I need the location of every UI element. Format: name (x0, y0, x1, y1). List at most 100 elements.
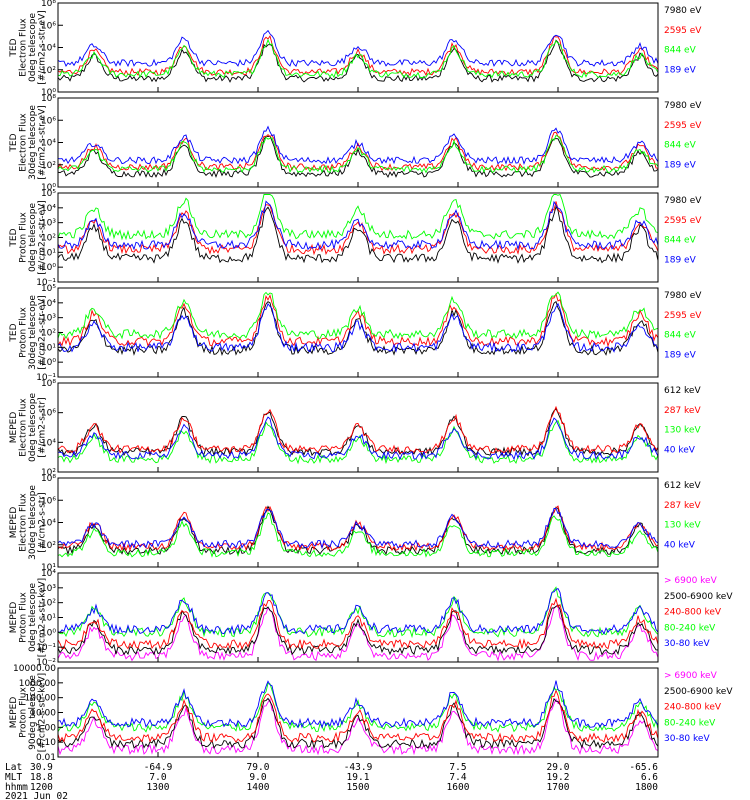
series-line-6-3 (57, 512, 659, 558)
y-tick-label: 10² (41, 66, 56, 76)
x-tick-time: 1600 (447, 782, 470, 793)
series-line-5-4 (57, 416, 659, 461)
y-tick-label: 10² (41, 329, 56, 339)
y-axis-label: MEPEDProton Flux0deg telescope[#/cm2-s-s… (9, 578, 48, 657)
legend-entry: 7980 eV (664, 291, 702, 301)
legend-entry: 2595 eV (664, 311, 702, 321)
series-line-5-1 (57, 408, 659, 457)
y-tick-label: 10⁶ (41, 496, 56, 506)
panel-frame (57, 287, 659, 378)
x-tick-lat: 30.9 (30, 762, 53, 773)
y-tick-label: 10⁴ (41, 204, 56, 214)
legend-entry: 287 keV (664, 406, 701, 416)
y-tick-label: 10³ (41, 219, 56, 229)
y-tick-label: 10⁴ (41, 438, 56, 448)
y-axis-label: TEDElectron Flux0deg telescope[#/cm2-s-s… (9, 10, 48, 85)
legend-entry: 80-240 keV (664, 623, 716, 633)
series-line-2-4 (57, 125, 659, 165)
y-tick-label: 0.01 (36, 753, 56, 763)
y-tick-label: 1.00 (36, 723, 56, 733)
series-line-8-2 (57, 697, 659, 750)
legend-entry: 30-80 keV (664, 639, 710, 649)
legend-entry: 40 keV (664, 445, 696, 455)
x-tick-time: 1200 (30, 782, 53, 793)
x-row-label: MLT (5, 772, 22, 783)
y-axis-label: MEPEDProton Flux90deg telescope[#/cm2-s-… (9, 673, 48, 752)
y-tick-label: 10⁶ (41, 116, 56, 126)
series-line-3-3 (57, 193, 659, 241)
series-line-2-3 (57, 134, 659, 174)
legend-entry: 7980 eV (664, 101, 702, 111)
y-tick-label: 10² (41, 161, 56, 171)
legend-entry: 2500-6900 keV (664, 687, 733, 697)
legend-entry: 844 eV (664, 46, 697, 56)
y-axis-label: TEDProton Flux0deg telescope[#/cm2-s-str… (9, 200, 48, 275)
legend-entry: > 6900 keV (664, 671, 718, 681)
x-row-label: Lat (5, 762, 22, 773)
legend-entry: 40 keV (664, 540, 696, 550)
series-line-3-4 (57, 200, 659, 251)
y-tick-label: 10⁸ (41, 94, 56, 104)
y-tick-label: 10⁴ (41, 569, 56, 579)
x-tick-mlt: 18.8 (30, 772, 53, 783)
y-tick-label: 10³ (41, 584, 56, 594)
y-tick-label: 10⁻¹ (36, 373, 56, 383)
y-tick-label: 10⁴ (41, 519, 56, 529)
x-tick-time: 1700 (547, 782, 570, 793)
y-tick-label: 10⁻¹ (36, 643, 56, 653)
series-line-6-1 (57, 505, 659, 556)
series-line-1-1 (57, 39, 659, 83)
x-tick-time: 1400 (247, 782, 270, 793)
y-tick-label: 10¹ (41, 343, 56, 353)
x-tick-time: 1300 (147, 782, 170, 793)
panel-5: 10² 10⁴ 10⁶ 10⁸ MEPEDElectron Flux0deg teles… (9, 379, 701, 478)
series-line-3-1 (57, 205, 659, 264)
series-line-5-2 (57, 405, 659, 454)
series-line-7-3 (57, 597, 659, 650)
y-tick-label: 10⁴ (41, 139, 56, 149)
y-tick-label: 10⁸ (41, 379, 56, 389)
legend-entry: 189 eV (664, 65, 697, 75)
legend-entry: 80-240 keV (664, 718, 716, 728)
series-line-7-4 (57, 586, 659, 639)
series-line-5-3 (57, 419, 659, 465)
x-tick-mlt: 19.2 (547, 772, 570, 783)
series-line-8-3 (57, 689, 659, 744)
series-line-4-3 (57, 291, 659, 340)
x-tick-mlt: 19.1 (347, 772, 370, 783)
x-tick-lat: -64.9 (144, 762, 173, 773)
y-tick-label: 10⁸ (41, 0, 56, 9)
series-line-7-5 (57, 588, 659, 636)
series-line-6-4 (57, 507, 659, 550)
y-tick-label: 10¹ (41, 614, 56, 624)
legend-entry: 2595 eV (664, 216, 702, 226)
x-row-label: hhmm (5, 782, 28, 793)
series-line-1-3 (57, 38, 659, 79)
y-tick-label: 10.00 (30, 709, 56, 719)
legend-entry: 130 keV (664, 426, 701, 436)
date-label: 2021 Jun 02 (5, 791, 68, 800)
y-tick-label: 0.10 (36, 738, 56, 748)
legend-entry: 2500-6900 keV (664, 592, 733, 602)
panel-8: 0.01 0.10 1.00 10.00 100.00 1000.00 10000.00ME… (9, 664, 733, 763)
x-tick-lat: 29.0 (547, 762, 570, 773)
y-tick-label: 10⁵ (41, 284, 56, 294)
legend-entry: 189 eV (664, 255, 697, 265)
legend-entry: 240-800 keV (664, 608, 722, 618)
legend-entry: 287 keV (664, 501, 701, 511)
x-tick-time: 1800 (635, 782, 658, 793)
legend-entry: 612 keV (664, 481, 701, 491)
x-tick-mlt: 6.6 (641, 772, 658, 783)
y-tick-label: 10³ (41, 314, 56, 324)
y-tick-label: 100.00 (25, 694, 57, 704)
y-tick-label: 10⁻² (36, 658, 56, 668)
legend-entry: 2595 eV (664, 121, 702, 131)
y-tick-label: 10² (41, 234, 56, 244)
